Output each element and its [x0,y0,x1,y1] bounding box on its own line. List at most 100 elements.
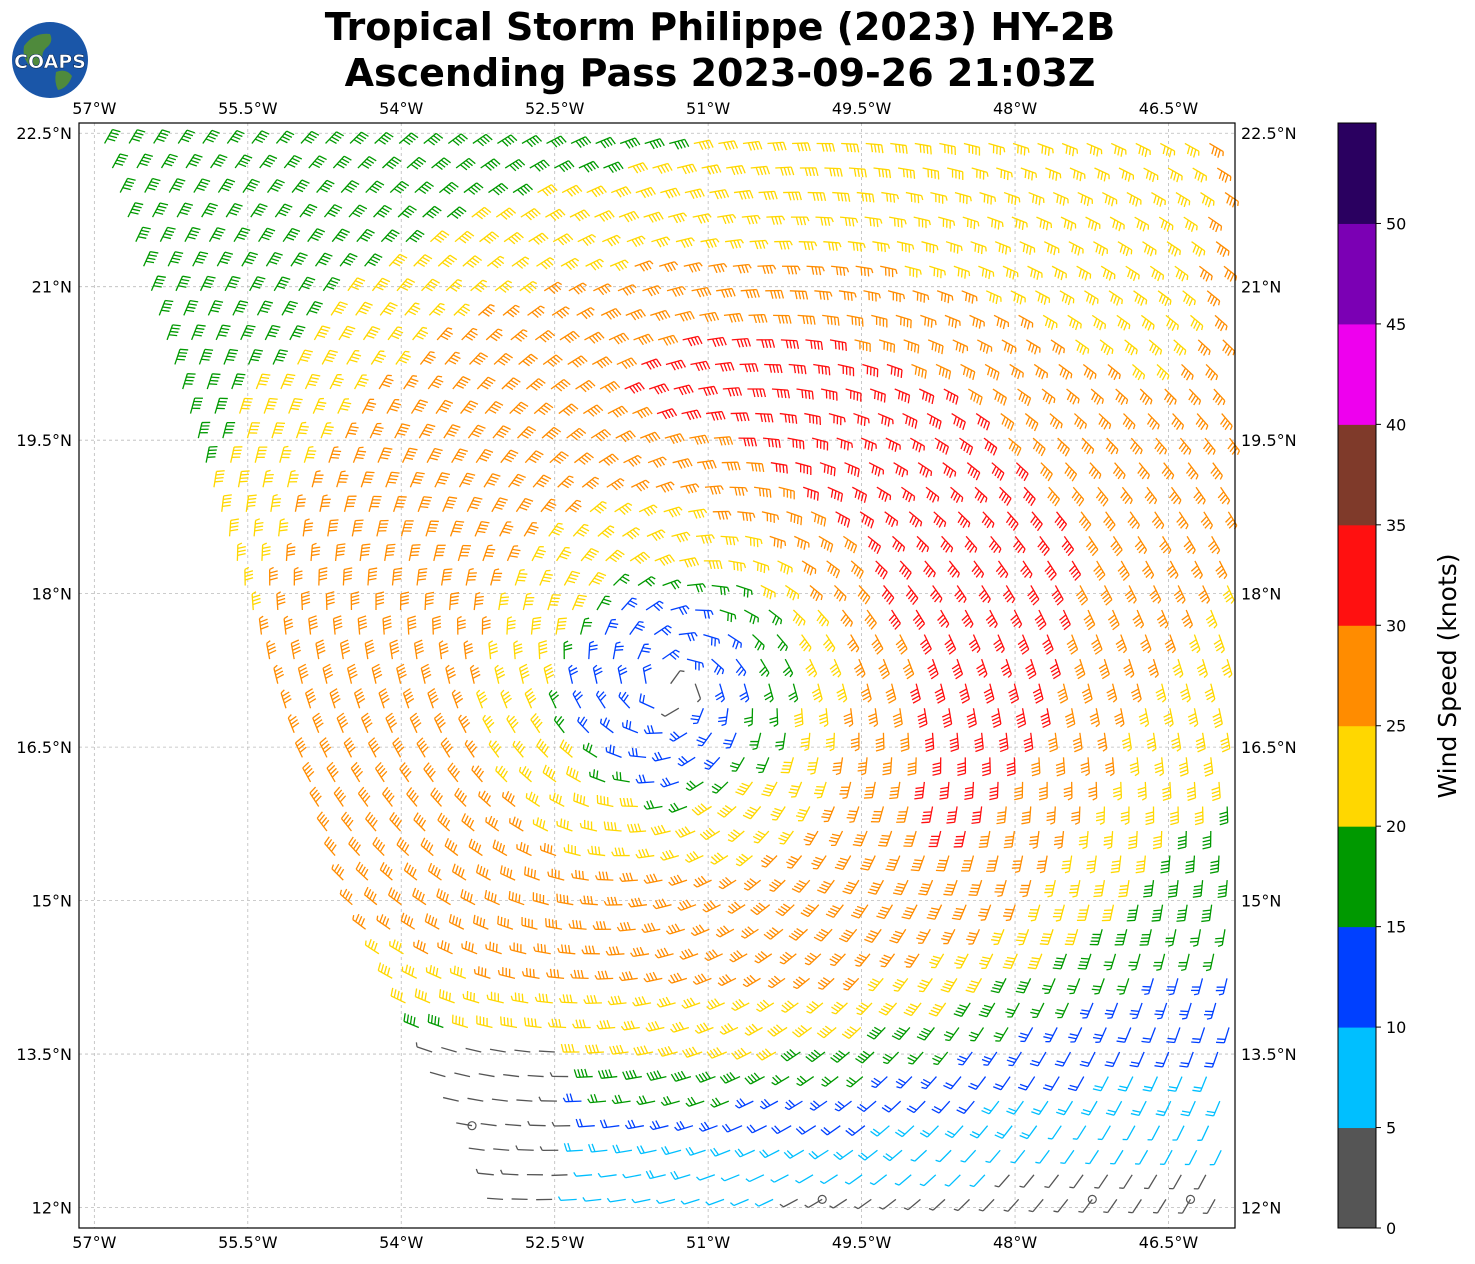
wind-barb [943,388,959,405]
wind-barb [821,1076,839,1087]
wind-barb [665,923,685,935]
wind-barb [451,863,467,881]
wind-barb [1194,806,1204,826]
wind-barb [968,879,983,897]
wind-barb [167,251,184,267]
wind-barb [583,994,602,1005]
wind-barb [617,664,628,684]
wind-barb [864,928,882,943]
wind-barb [271,422,286,439]
wind-barb [1097,1125,1111,1141]
wind-barb [813,363,831,376]
wind-barb [1166,1027,1181,1044]
wind-barb [441,1046,457,1053]
wind-barb [995,560,1009,579]
wind-barb [413,254,433,267]
wind-barb [882,1149,903,1162]
wind-barb [761,781,778,797]
wind-barb [510,329,528,342]
wind-barb [522,592,535,611]
wind-barb [1179,1002,1192,1020]
wind-barb [1126,904,1139,922]
wind-barb [515,1145,534,1151]
colorbar-segment [1338,1027,1376,1129]
wind-barb [781,265,801,275]
wind-barb [1060,1149,1075,1165]
wind-barb [872,241,891,253]
wind-barb [556,893,574,906]
wind-barb [423,762,436,783]
wind-barb [681,409,702,421]
wind-barb [673,384,694,396]
wind-barb [1195,732,1206,753]
wind-barb [495,765,508,783]
wind-barb [557,1196,577,1202]
wind-barb [576,307,595,320]
wind-barb [947,167,964,181]
wind-barb [1207,216,1223,233]
wind-barb [864,216,883,228]
wind-barb [795,462,812,475]
wind-barb [793,535,810,550]
wind-barb [1118,880,1130,898]
wind-barb [1048,732,1058,753]
wind-barb [616,921,636,932]
wind-barb [306,301,323,316]
wind-barb [318,567,328,586]
wind-barb [294,737,307,758]
wind-barb [717,974,737,987]
wind-barb [461,813,475,832]
wind-barb [828,412,846,426]
wind-barb [1003,830,1016,849]
wind-barb [560,1043,580,1053]
wind-barb [854,1198,872,1210]
wind-barb [788,781,803,798]
colorbar-label: Wind Speed (knots) [1433,553,1462,798]
wind-barb [818,535,834,553]
wind-barb [809,584,823,602]
wind-barb [878,830,893,847]
lat-label-left: 21°N [32,278,72,297]
wind-barb [780,1049,801,1062]
wind-barb [1159,1149,1173,1165]
wind-barb [680,1198,700,1205]
wind-barb [1216,1027,1230,1044]
wind-barb [404,302,421,316]
wind-barb [912,609,926,630]
wind-barb [685,780,704,791]
wind-barb [720,535,739,546]
wind-barb [1003,904,1016,922]
wind-barb [834,1100,852,1112]
wind-barb [941,928,956,945]
wind-barb [696,534,715,544]
wind-barb [1141,1027,1156,1044]
wind-barb [996,806,1007,825]
wind-barb [669,731,688,742]
wind-barb [466,496,483,513]
wind-barb [500,689,512,709]
wind-barb [413,639,425,660]
wind-barb [1159,536,1172,555]
wind-barb [530,616,542,635]
wind-barb [579,617,593,635]
wind-barb [339,252,358,267]
wind-barb [1201,904,1213,923]
wind-barb [747,388,767,398]
wind-barb [795,1125,817,1135]
wind-barb [342,567,353,586]
wind-barb [249,276,266,292]
wind-barb [449,965,467,979]
wind-barb [1100,585,1113,606]
wind-barb [591,356,613,369]
wind-barb [584,331,605,344]
wind-barb [777,560,793,575]
wind-barb [660,1096,680,1106]
wind-barb [499,865,516,881]
wind-barb [599,380,621,393]
wind-barb [877,412,894,427]
colorbar-segment [1338,524,1376,626]
wind-barb [770,1174,789,1183]
wind-barb [500,1169,519,1176]
wind-barb [478,304,495,317]
logo-land-2 [55,70,72,90]
